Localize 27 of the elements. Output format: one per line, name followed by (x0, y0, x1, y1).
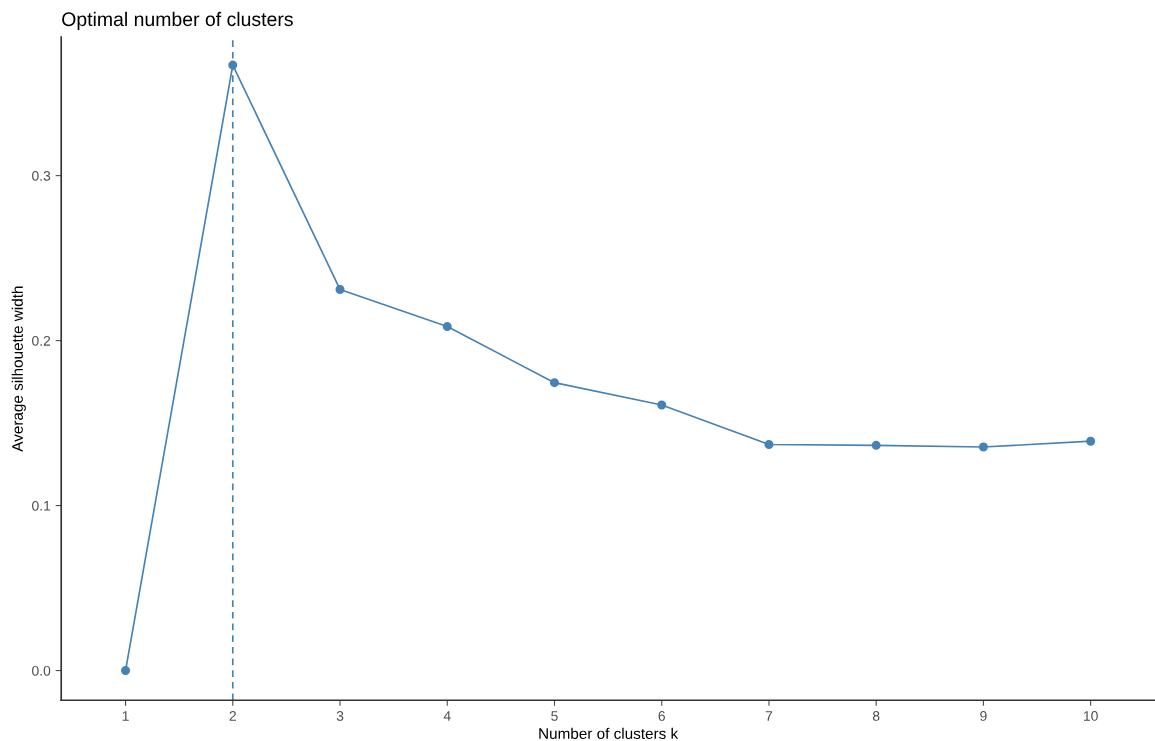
chart-title: Optimal number of clusters (62, 11, 293, 30)
point (764, 440, 774, 450)
x-tick-label: 2 (229, 711, 236, 721)
x-tick-label: 6 (658, 711, 665, 721)
point (871, 440, 881, 450)
y-tick-label: 0.2 (32, 335, 51, 346)
point (1086, 436, 1096, 446)
y-tick-label: 0.1 (32, 500, 51, 511)
y-tick-label: 0.0 (32, 665, 51, 676)
point (121, 666, 131, 676)
point (228, 60, 238, 70)
y-axis-title: Average silhouette width (11, 286, 26, 452)
x-tick-label: 5 (551, 711, 558, 721)
point (549, 378, 560, 388)
point (978, 442, 988, 452)
x-axis-title: Number of clusters k (539, 727, 679, 739)
x-tick-label: 3 (336, 711, 344, 721)
x-tick-label: 9 (980, 711, 987, 721)
x-tick-label: 4 (443, 711, 451, 721)
x-tick-label: 7 (765, 711, 773, 721)
x-tick-label: 8 (872, 711, 880, 721)
y-tick-label: 0.3 (32, 170, 51, 181)
point (335, 284, 345, 294)
point (442, 322, 452, 332)
x-tick-label: 10 (1084, 711, 1098, 721)
point (657, 400, 667, 410)
x-tick-label: 1 (122, 711, 129, 721)
